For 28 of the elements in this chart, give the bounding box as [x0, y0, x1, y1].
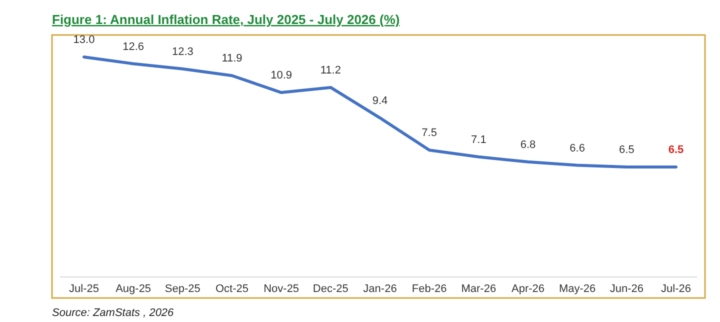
data-label: 6.5	[668, 144, 684, 156]
x-tick-label: Apr-26	[511, 283, 545, 295]
x-tick-label: Jul-26	[661, 283, 691, 295]
data-label: 7.1	[471, 134, 486, 146]
data-label: 6.8	[520, 138, 536, 151]
data-label: 12.3	[172, 46, 194, 58]
data-label: 11.9	[222, 52, 242, 65]
data-label: 13.0	[73, 34, 95, 46]
x-tick-label: Jun-26	[610, 283, 644, 295]
x-tick-label: Sep-25	[164, 283, 200, 295]
x-tick-label: Jan-26	[363, 283, 397, 295]
data-label: 6.5	[619, 144, 634, 156]
chart-title: Figure 1: Annual Inflation Rate, July 2025 - July 2026 (%)	[52, 12, 400, 27]
data-label: 6.6	[570, 142, 585, 154]
source-note: Source: ZamStats , 2026	[52, 307, 175, 319]
data-label: 12.6	[122, 40, 144, 53]
x-tick-label: Dec-25	[312, 283, 348, 295]
data-label: 10.9	[270, 70, 292, 82]
x-tick-label: Aug-25	[116, 283, 152, 295]
x-tick-label: Feb-26	[412, 283, 447, 295]
x-tick-label: Jul-25	[69, 283, 99, 295]
x-tick-label: Oct-25	[215, 283, 249, 295]
x-tick-label: Nov-25	[264, 283, 300, 295]
data-label: 11.2	[320, 64, 341, 76]
x-tick-label: May-26	[558, 283, 596, 295]
data-label: 9.4	[372, 94, 388, 107]
data-label: 7.5	[422, 127, 437, 140]
x-tick-label: Mar-26	[461, 283, 496, 295]
